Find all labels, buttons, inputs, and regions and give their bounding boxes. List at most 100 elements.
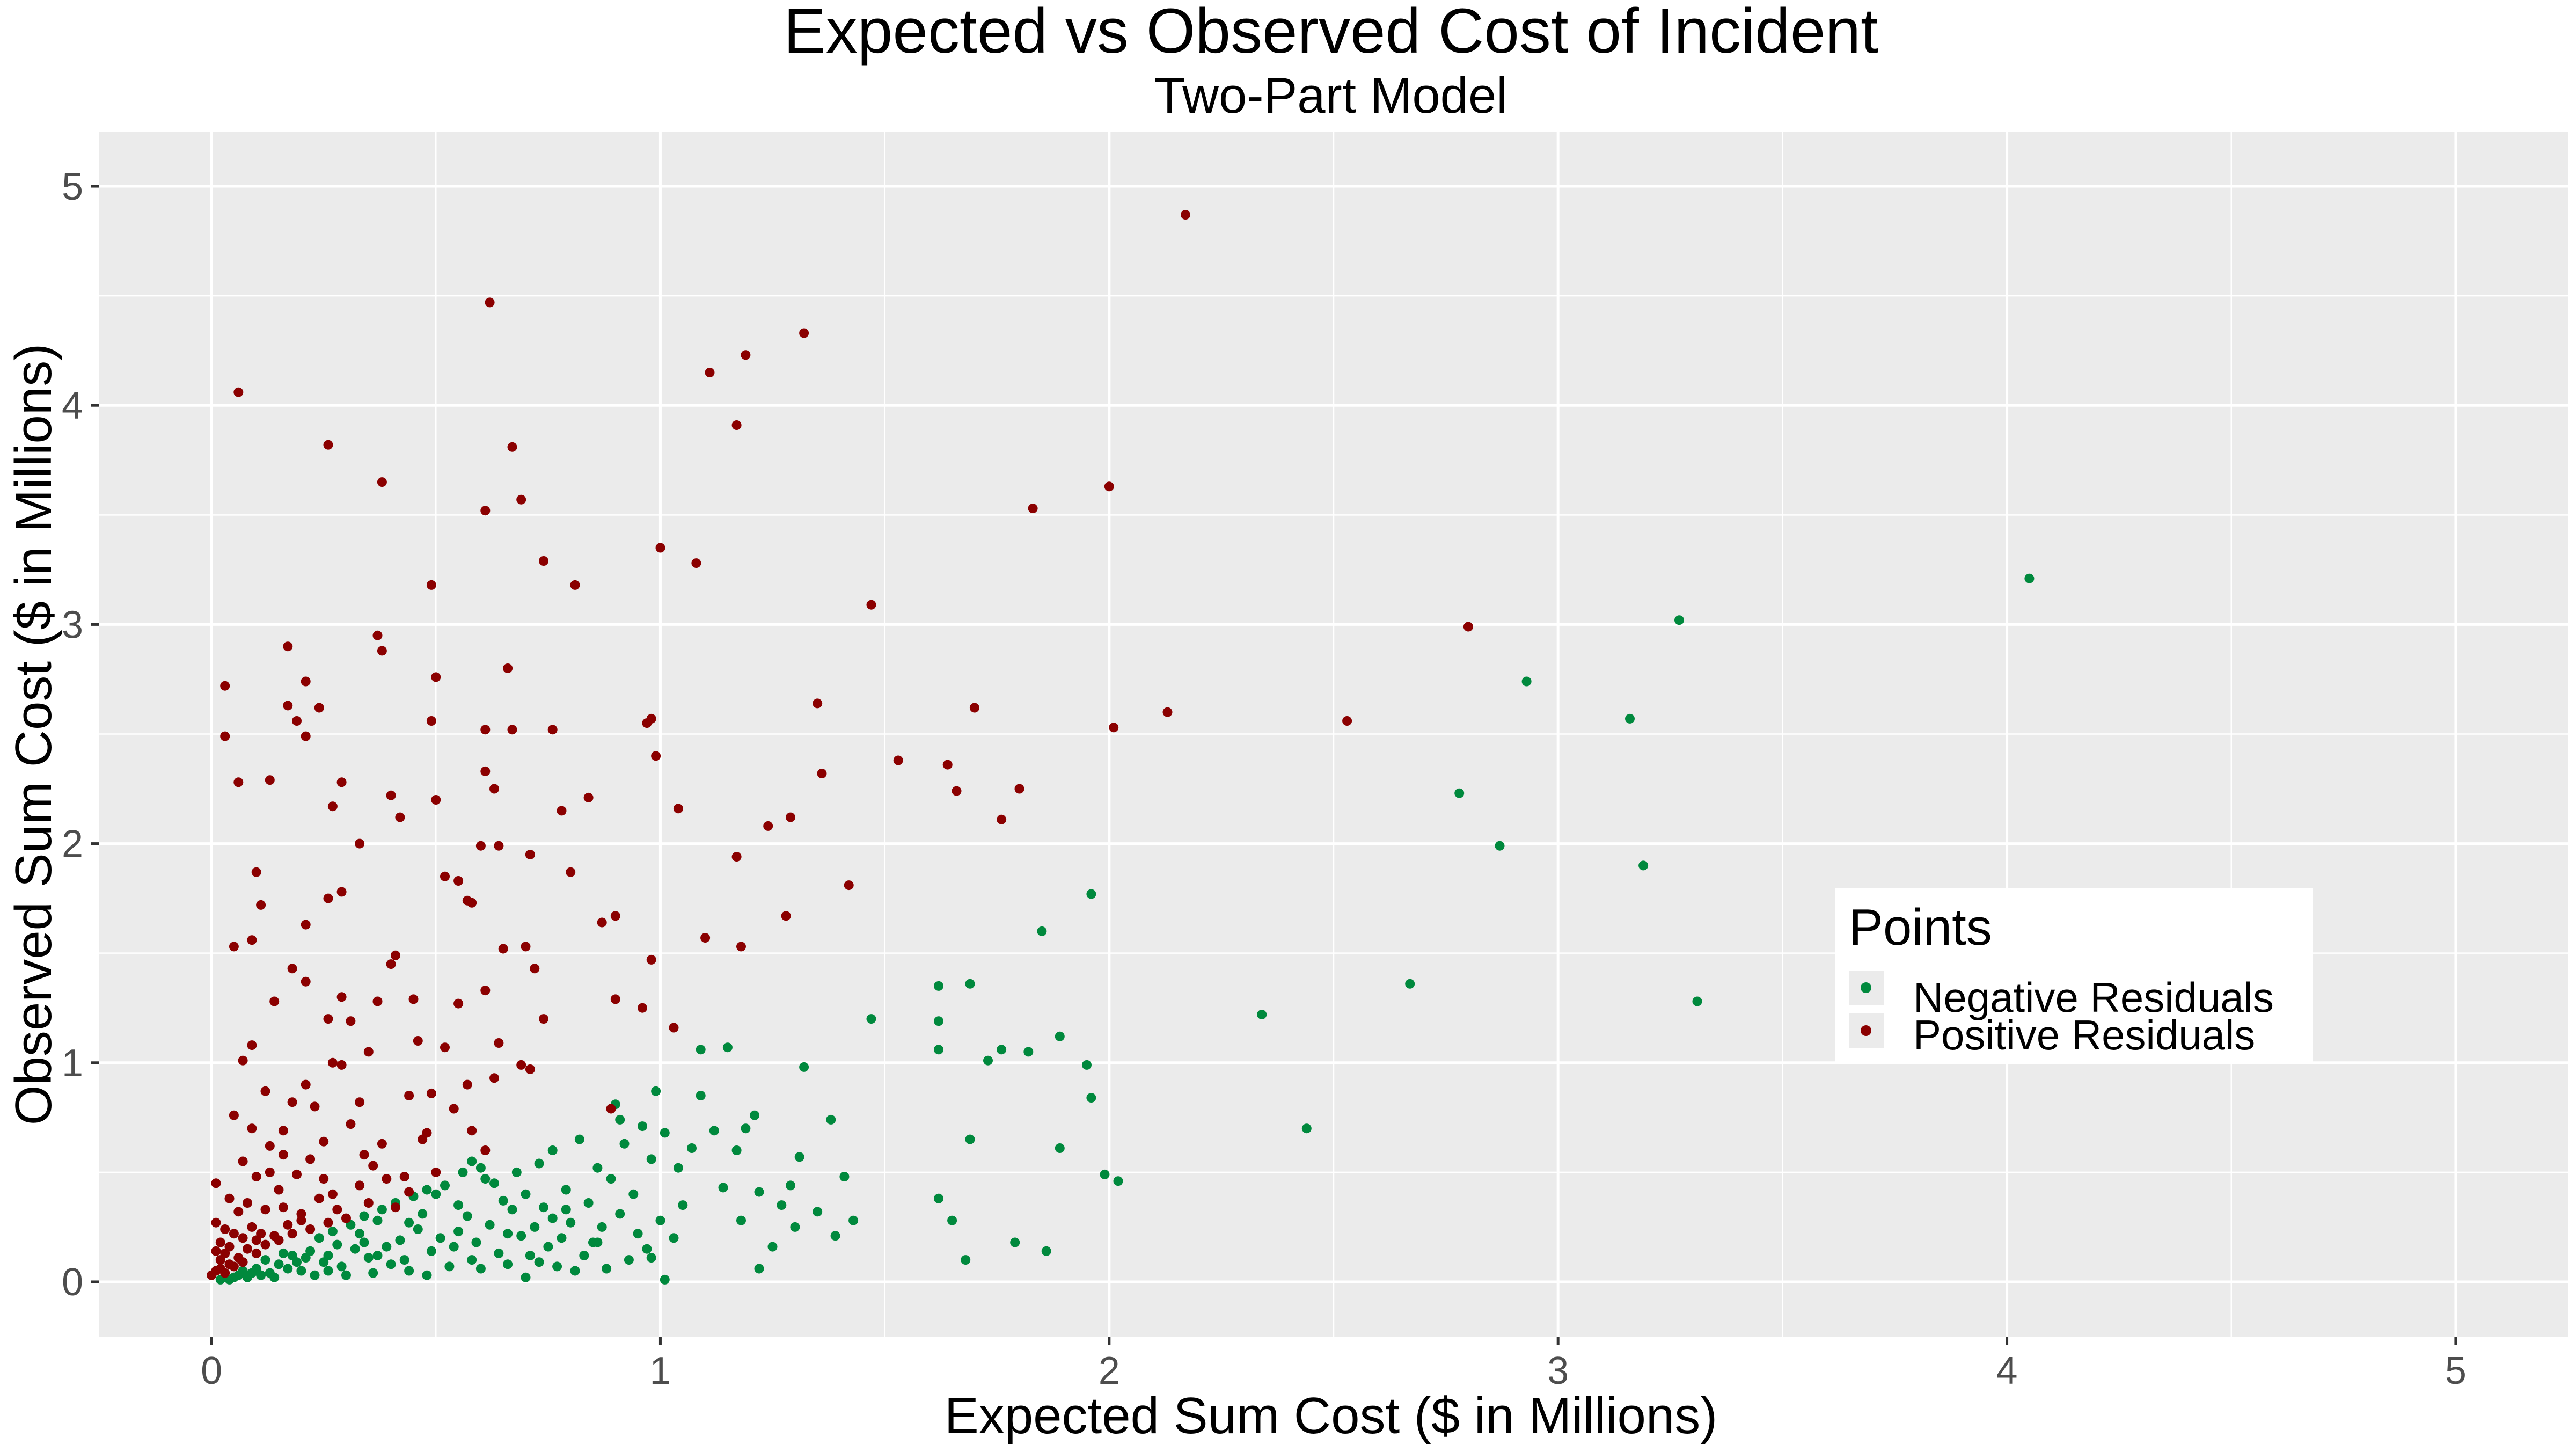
point-negative-residuals — [1405, 979, 1415, 989]
point-positive-residuals — [426, 716, 436, 726]
y-axis-ticks: 0 1 2 3 4 5 — [62, 165, 99, 1304]
point-positive-residuals — [323, 1014, 333, 1024]
point-positive-residuals — [440, 871, 450, 881]
point-positive-residuals — [301, 676, 311, 687]
point-positive-residuals — [638, 1003, 647, 1013]
point-negative-residuals — [467, 1156, 477, 1166]
legend-label-positive-residuals: Positive Residuals — [1913, 1011, 2255, 1059]
point-negative-residuals — [341, 1270, 351, 1280]
point-positive-residuals — [247, 1123, 257, 1134]
point-negative-residuals — [418, 1209, 428, 1219]
point-negative-residuals — [498, 1195, 508, 1206]
point-positive-residuals — [319, 1174, 329, 1184]
point-positive-residuals — [646, 954, 656, 965]
point-positive-residuals — [301, 976, 311, 987]
point-negative-residuals — [754, 1264, 764, 1274]
point-negative-residuals — [592, 1237, 603, 1247]
point-positive-residuals — [265, 1167, 275, 1177]
point-positive-residuals — [283, 1220, 293, 1230]
point-positive-residuals — [332, 1205, 342, 1215]
point-positive-residuals — [813, 698, 823, 709]
point-negative-residuals — [1454, 788, 1465, 798]
point-positive-residuals — [336, 887, 347, 897]
point-positive-residuals — [224, 1242, 235, 1252]
point-negative-residuals — [579, 1251, 589, 1260]
x-axis-ticks: 0 1 2 3 4 5 — [201, 1337, 2467, 1392]
point-positive-residuals — [570, 580, 580, 590]
point-negative-residuals — [934, 1016, 943, 1026]
point-positive-residuals — [521, 942, 531, 952]
point-negative-residuals — [399, 1255, 409, 1265]
point-positive-residuals — [229, 1261, 239, 1272]
point-positive-residuals — [507, 725, 517, 735]
point-positive-residuals — [283, 641, 293, 652]
point-positive-residuals — [997, 814, 1007, 824]
point-positive-residuals — [229, 1229, 239, 1239]
y-tick-label: 2 — [62, 823, 83, 866]
point-negative-residuals — [310, 1270, 320, 1280]
point-negative-residuals — [355, 1229, 365, 1239]
point-positive-residuals — [382, 1174, 392, 1184]
point-positive-residuals — [377, 646, 387, 656]
point-positive-residuals — [691, 558, 701, 568]
point-positive-residuals — [817, 769, 827, 778]
point-negative-residuals — [983, 1055, 993, 1066]
point-negative-residuals — [669, 1233, 679, 1243]
point-negative-residuals — [1055, 1031, 1065, 1041]
point-negative-residuals — [422, 1270, 432, 1280]
point-positive-residuals — [1109, 723, 1119, 733]
legend-box — [1835, 888, 2313, 1063]
point-negative-residuals — [799, 1062, 809, 1072]
point-positive-residuals — [372, 996, 383, 1006]
point-negative-residuals — [965, 1134, 975, 1144]
point-positive-residuals — [844, 880, 854, 891]
point-positive-residuals — [314, 703, 324, 713]
point-negative-residuals — [1521, 676, 1532, 687]
y-tick-label: 5 — [62, 165, 83, 208]
point-positive-residuals — [323, 440, 333, 450]
point-negative-residuals — [453, 1227, 464, 1237]
point-negative-residuals — [489, 1178, 499, 1188]
point-positive-residuals — [969, 703, 979, 713]
point-negative-residuals — [530, 1222, 540, 1232]
point-positive-residuals — [453, 998, 464, 1009]
point-positive-residuals — [301, 731, 311, 741]
point-negative-residuals — [475, 1163, 486, 1173]
y-tick-label: 3 — [62, 603, 83, 646]
point-negative-residuals — [1100, 1169, 1110, 1179]
point-negative-residuals — [534, 1158, 544, 1169]
point-positive-residuals — [489, 784, 499, 794]
point-negative-residuals — [1082, 1060, 1092, 1070]
point-positive-residuals — [355, 838, 365, 849]
point-positive-residuals — [363, 1198, 374, 1208]
point-negative-residuals — [1113, 1176, 1123, 1186]
point-positive-residuals — [431, 672, 441, 682]
point-positive-residuals — [220, 1268, 230, 1278]
point-negative-residuals — [790, 1222, 800, 1232]
point-negative-residuals — [731, 1145, 742, 1155]
point-positive-residuals — [301, 920, 311, 930]
point-positive-residuals — [220, 681, 230, 691]
point-positive-residuals — [467, 1126, 477, 1136]
point-positive-residuals — [404, 1187, 414, 1197]
point-positive-residuals — [336, 777, 347, 787]
point-positive-residuals — [305, 1224, 316, 1234]
point-positive-residuals — [251, 867, 261, 877]
point-positive-residuals — [440, 1042, 450, 1053]
point-positive-residuals — [557, 806, 567, 816]
point-positive-residuals — [606, 1104, 616, 1114]
point-negative-residuals — [440, 1180, 450, 1191]
point-negative-residuals — [431, 1189, 441, 1199]
point-positive-residuals — [247, 1222, 257, 1232]
point-positive-residuals — [292, 1169, 302, 1179]
x-tick-label: 0 — [201, 1349, 222, 1392]
point-positive-residuals — [229, 942, 239, 952]
point-positive-residuals — [539, 1014, 548, 1024]
point-positive-residuals — [475, 841, 486, 851]
point-negative-residuals — [830, 1231, 840, 1241]
point-positive-residuals — [763, 821, 773, 831]
point-positive-residuals — [705, 368, 715, 377]
point-positive-residuals — [386, 959, 396, 969]
point-positive-residuals — [296, 1209, 306, 1219]
